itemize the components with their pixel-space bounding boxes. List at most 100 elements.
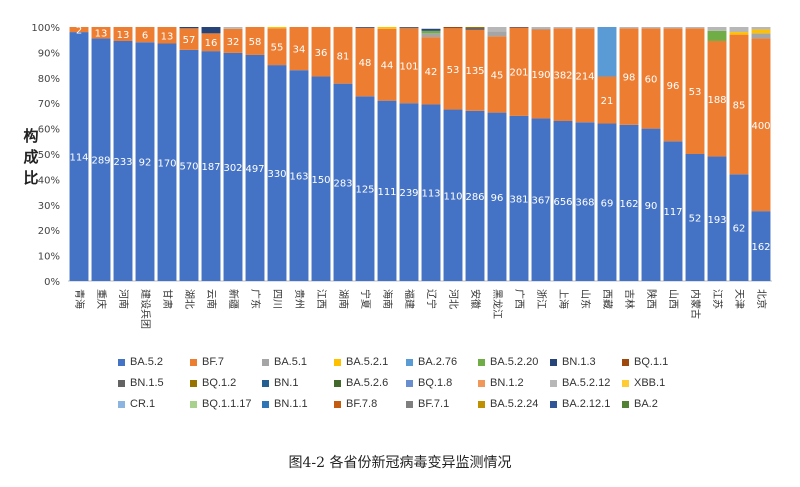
data-label: 497 [245, 164, 264, 175]
data-label: 110 [443, 191, 462, 202]
legend-item: BA.5.2.1 [334, 355, 396, 368]
bar-segment [245, 54, 265, 281]
bar-segment [69, 27, 89, 33]
y-tick-label: 30% [38, 201, 60, 212]
bar-segment [179, 27, 199, 29]
data-label: 32 [227, 37, 240, 48]
bar-segment [399, 28, 419, 104]
bar-segment [509, 27, 529, 28]
legend-swatch [622, 358, 629, 366]
bar-segment [619, 124, 639, 281]
y-tick-label: 60% [38, 125, 60, 136]
bar-segment [113, 40, 133, 281]
bar-segment [663, 141, 683, 281]
legend-label: BA.5.2 [130, 356, 164, 368]
data-label: 330 [267, 169, 286, 180]
bar-segment [421, 33, 441, 38]
legend-item: BQ.1.1.17 [190, 397, 252, 410]
legend-item: BA.5.2.20 [478, 355, 540, 368]
legend-item: BN.1.3 [550, 355, 612, 368]
bar-segment [575, 122, 595, 281]
x-tick-label: 江西 [315, 289, 327, 309]
legend-swatch [190, 400, 197, 408]
y-tick-label: 90% [38, 48, 60, 59]
data-label: 162 [619, 199, 638, 210]
x-tick-label: 建设兵团 [139, 289, 152, 329]
data-label: 81 [337, 51, 350, 62]
y-tick-label: 100% [31, 23, 60, 34]
legend-item: BA.5.2.12 [550, 376, 612, 389]
x-tick-label: 福建 [403, 289, 416, 309]
figure-caption: 图4-2 各省份新冠病毒变异监测情况 [288, 455, 512, 471]
bar-segment [575, 28, 595, 123]
data-label: 53 [447, 65, 460, 76]
data-label: 45 [491, 70, 504, 81]
bar-segment [685, 27, 705, 29]
bar-segment [685, 154, 705, 281]
legend-label: XBB.1 [634, 377, 666, 389]
legend-item: BA.2.76 [406, 355, 468, 368]
legend-swatch [478, 358, 485, 366]
legend-item: BA.5.2.24 [478, 397, 540, 410]
bar-segment [91, 38, 111, 282]
data-label: 98 [623, 73, 636, 84]
bar-segment [751, 27, 771, 30]
y-axis-title: 构成比 [23, 127, 39, 187]
stacked-bar-chart: 0% 10% 20% 30% 40% 50% 60% 70% 80% 90% 100% 114 2 青海 2… [31, 23, 772, 329]
y-tick-label: 80% [38, 74, 60, 85]
x-tick-label: 浙江 [535, 289, 547, 309]
bar-segment [465, 110, 485, 281]
bar-segment [729, 174, 749, 281]
legend-item: BF.7.8 [334, 397, 396, 410]
bar-segment [69, 32, 89, 281]
legend-row: BN.1.5 BQ.1.2 BN.1 BA.5.2.6 BQ.1.8 BN.1.2 BA.5… [118, 376, 758, 397]
x-tick-label: 重庆 [95, 289, 108, 309]
x-tick-label: 内蒙古 [689, 289, 702, 319]
data-label: 570 [179, 161, 198, 172]
x-tick-label: 海南 [381, 289, 394, 309]
bar-segment [355, 27, 375, 97]
legend-label: BN.1 [274, 377, 299, 389]
bar-segment [135, 27, 155, 43]
bar-segment [267, 27, 287, 29]
legend-label: BA.5.2.1 [346, 356, 389, 368]
bar-segment [91, 27, 111, 39]
bar-segment [619, 27, 639, 29]
data-label: 16 [205, 38, 218, 49]
legend-swatch [262, 379, 269, 387]
y-tick-label: 70% [38, 99, 60, 110]
bar-segment [729, 32, 749, 35]
data-label: 400 [751, 121, 770, 132]
legend-item: BA.2 [622, 397, 684, 410]
bar-segment [443, 28, 463, 110]
data-label: 69 [601, 198, 614, 209]
data-label: 233 [113, 157, 132, 168]
bar-segment [729, 34, 749, 175]
data-label: 382 [553, 71, 572, 82]
data-label: 6 [142, 31, 148, 42]
bar-segment [553, 27, 573, 29]
bar-segment [465, 27, 485, 29]
bar-segment [751, 33, 771, 39]
data-label: 125 [355, 185, 374, 196]
x-tick-label: 广西 [513, 289, 525, 309]
bar-segment [201, 27, 221, 34]
legend-swatch [622, 379, 629, 387]
legend-swatch [550, 400, 557, 408]
bar-segment [443, 27, 463, 29]
x-tick-label: 辽宁 [425, 289, 438, 309]
data-label: 193 [707, 215, 726, 226]
x-tick-label: 广东 [249, 289, 262, 309]
bar-segment [575, 27, 595, 29]
legend-swatch [262, 358, 269, 366]
data-label: 58 [249, 37, 262, 48]
bar-segment [465, 28, 485, 30]
bar-segment [509, 115, 529, 282]
bar-segment [729, 27, 749, 33]
legend-label: BF.7.8 [346, 398, 378, 410]
data-label: 96 [491, 193, 504, 204]
legend-item: BA.5.2.6 [334, 376, 396, 389]
legend-swatch [334, 358, 341, 366]
x-tick-label: 西藏 [601, 289, 613, 309]
bar-segment [135, 42, 155, 281]
